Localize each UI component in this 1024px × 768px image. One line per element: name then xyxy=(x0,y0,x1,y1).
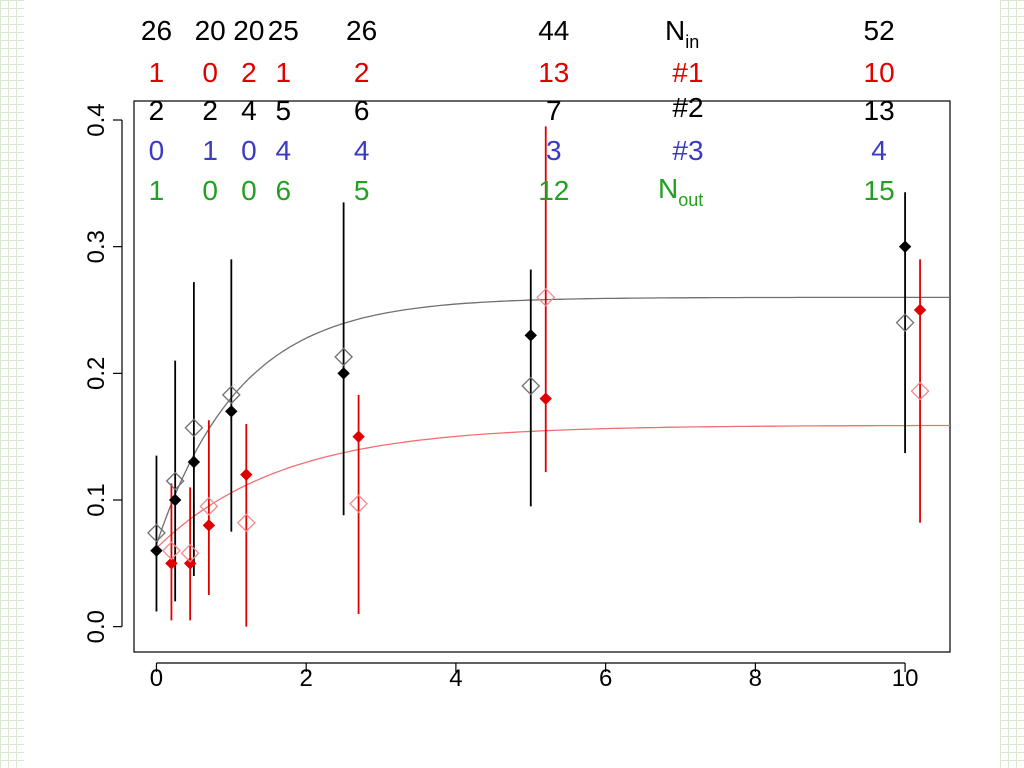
x-tick-label-4: 4 xyxy=(449,665,462,692)
open-diamond-s4-1 xyxy=(162,541,181,561)
filled-diamond-s1-5 xyxy=(337,367,350,380)
x-tick-label-6: 6 xyxy=(599,665,612,692)
annotation-col4-row4: 4 xyxy=(276,135,292,166)
legend-row-3: #3 xyxy=(672,135,703,166)
open-diamond-s4-5 xyxy=(349,494,369,514)
filled-diamond-s2-1 xyxy=(165,557,178,570)
y-axis: 0.0 0.1 0.2 0.3 0.4 xyxy=(83,103,123,643)
plot-box xyxy=(133,100,951,653)
annotation-col4-row3: 5 xyxy=(276,95,292,126)
annotation-col2-row2: 0 xyxy=(202,57,218,88)
annotation-col6-row2: 13 xyxy=(538,57,569,88)
annotation-col7-row2: 10 xyxy=(864,57,895,88)
scatter-chart: 0 2 4 6 8 10 0.00.10.20.30.4 2612012002102024… xyxy=(83,15,951,692)
annotation-col6-row5: 12 xyxy=(538,175,569,206)
x-tick-label-0: 0 xyxy=(150,665,163,692)
open-diamond-s3-2 xyxy=(165,471,185,491)
filled-diamond-s1-3 xyxy=(187,455,201,469)
annotation-col2-row4: 1 xyxy=(202,135,218,166)
open-diamond-s4-7 xyxy=(910,381,930,401)
annotation-col1-row2: 1 xyxy=(149,57,165,88)
plot-frame xyxy=(133,100,951,653)
legend-row-1: #1 xyxy=(672,57,703,88)
annotation-col2-row3: 2 xyxy=(202,95,218,126)
y-tick-label-0.3: 0.3 xyxy=(83,230,110,263)
fit-curve-2 xyxy=(156,424,950,549)
legend-n-out: Nout xyxy=(658,173,703,210)
annotation-col1-row3: 2 xyxy=(149,95,165,126)
open-diamond-s4-3 xyxy=(199,496,219,516)
open-diamond-s3-7 xyxy=(895,313,915,333)
filled-diamond-s1-6 xyxy=(524,329,537,342)
annotation-col5-row5: 5 xyxy=(354,175,370,206)
annotation-col3-row5: 0 xyxy=(241,175,257,206)
x-tick-label-2: 2 xyxy=(300,665,313,692)
filled-diamond-s2-7 xyxy=(913,303,927,317)
error-bars xyxy=(155,126,921,627)
y-tick-label-0.2: 0.2 xyxy=(83,357,110,390)
annotation-col5-row3: 6 xyxy=(354,95,370,126)
fit-curve-1 xyxy=(155,296,950,545)
open-diamond-s4-4 xyxy=(236,513,256,533)
annotation-col2-row1: 20 xyxy=(195,15,226,46)
filled-diamond-s2-3 xyxy=(202,519,216,532)
fit-curves xyxy=(155,296,950,549)
annotation-col3-row2: 2 xyxy=(241,57,257,88)
annotation-col3-row3: 4 xyxy=(241,95,257,126)
filled-diamond-s1-2 xyxy=(168,493,182,507)
filled-diamond-s1-7 xyxy=(898,240,912,253)
annotation-col7-row5: 15 xyxy=(864,175,895,206)
slide: 0 2 4 6 8 10 0.0 0.1 0.2 0.3 0.4 26 1 2 0 1 20 0 2 1 0 20 2 4… xyxy=(24,0,1000,768)
filled-diamond-s1-1 xyxy=(150,544,163,557)
annotation-col4-row5: 6 xyxy=(276,175,292,206)
x-tick-label-8: 8 xyxy=(749,665,762,692)
annotation-col1-row4: 0 xyxy=(149,135,165,166)
open-diamond-s3-3 xyxy=(184,418,204,438)
annotation-col5-row2: 2 xyxy=(354,57,370,88)
x-tick-label-10: 10 xyxy=(892,665,919,692)
x-axis: 0 2 4 6 8 10 xyxy=(150,662,919,692)
filled-diamond-s2-5 xyxy=(352,430,365,443)
open-diamond-s4-6 xyxy=(536,287,556,307)
open-diamond-s4-2 xyxy=(180,543,200,563)
open-diamond-s3-1 xyxy=(147,523,166,543)
open-diamond-s3-6 xyxy=(521,376,541,396)
annotation-col7-row4: 4 xyxy=(871,135,887,166)
annotation-col6-row3: 7 xyxy=(546,95,562,126)
annotation-col4-row2: 1 xyxy=(276,57,292,88)
legend-n-in: Nin xyxy=(665,15,699,52)
y-tick-label-0.0: 0.0 xyxy=(83,610,110,643)
annotation-col3-row4: 0 xyxy=(241,135,257,166)
row-legend: Nin #1 #2 #3 Nout xyxy=(658,15,704,210)
legend-row-2: #2 xyxy=(672,92,703,123)
annotation-col4-row1: 25 xyxy=(268,15,299,46)
annotation-col2-row5: 0 xyxy=(202,175,218,206)
filled-diamond-s1-4 xyxy=(225,405,238,418)
y-tick-label-0.1: 0.1 xyxy=(83,483,110,516)
data-markers xyxy=(147,240,930,570)
filled-diamond-s2-2 xyxy=(183,557,197,570)
annotation-col1-row1: 26 xyxy=(141,15,172,46)
y-tick-label-0.4: 0.4 xyxy=(83,103,110,136)
open-diamond-s3-4 xyxy=(221,385,241,405)
annotation-col6-row4: 3 xyxy=(546,135,562,166)
annotation-col5-row4: 4 xyxy=(354,135,370,166)
annotation-col1-row5: 1 xyxy=(149,175,165,206)
annotation-col5-row1: 26 xyxy=(346,15,377,46)
annotation-col3-row1: 20 xyxy=(233,15,264,46)
open-diamond-s3-5 xyxy=(334,347,354,367)
annotation-col7-row3: 13 xyxy=(864,95,895,126)
count-annotations: 2612012002102024002515462626454413731252… xyxy=(141,15,895,206)
annotation-col6-row1: 44 xyxy=(538,15,569,46)
filled-diamond-s2-6 xyxy=(539,392,552,405)
filled-diamond-s2-4 xyxy=(240,468,253,481)
annotation-col7-row1: 52 xyxy=(864,15,895,46)
